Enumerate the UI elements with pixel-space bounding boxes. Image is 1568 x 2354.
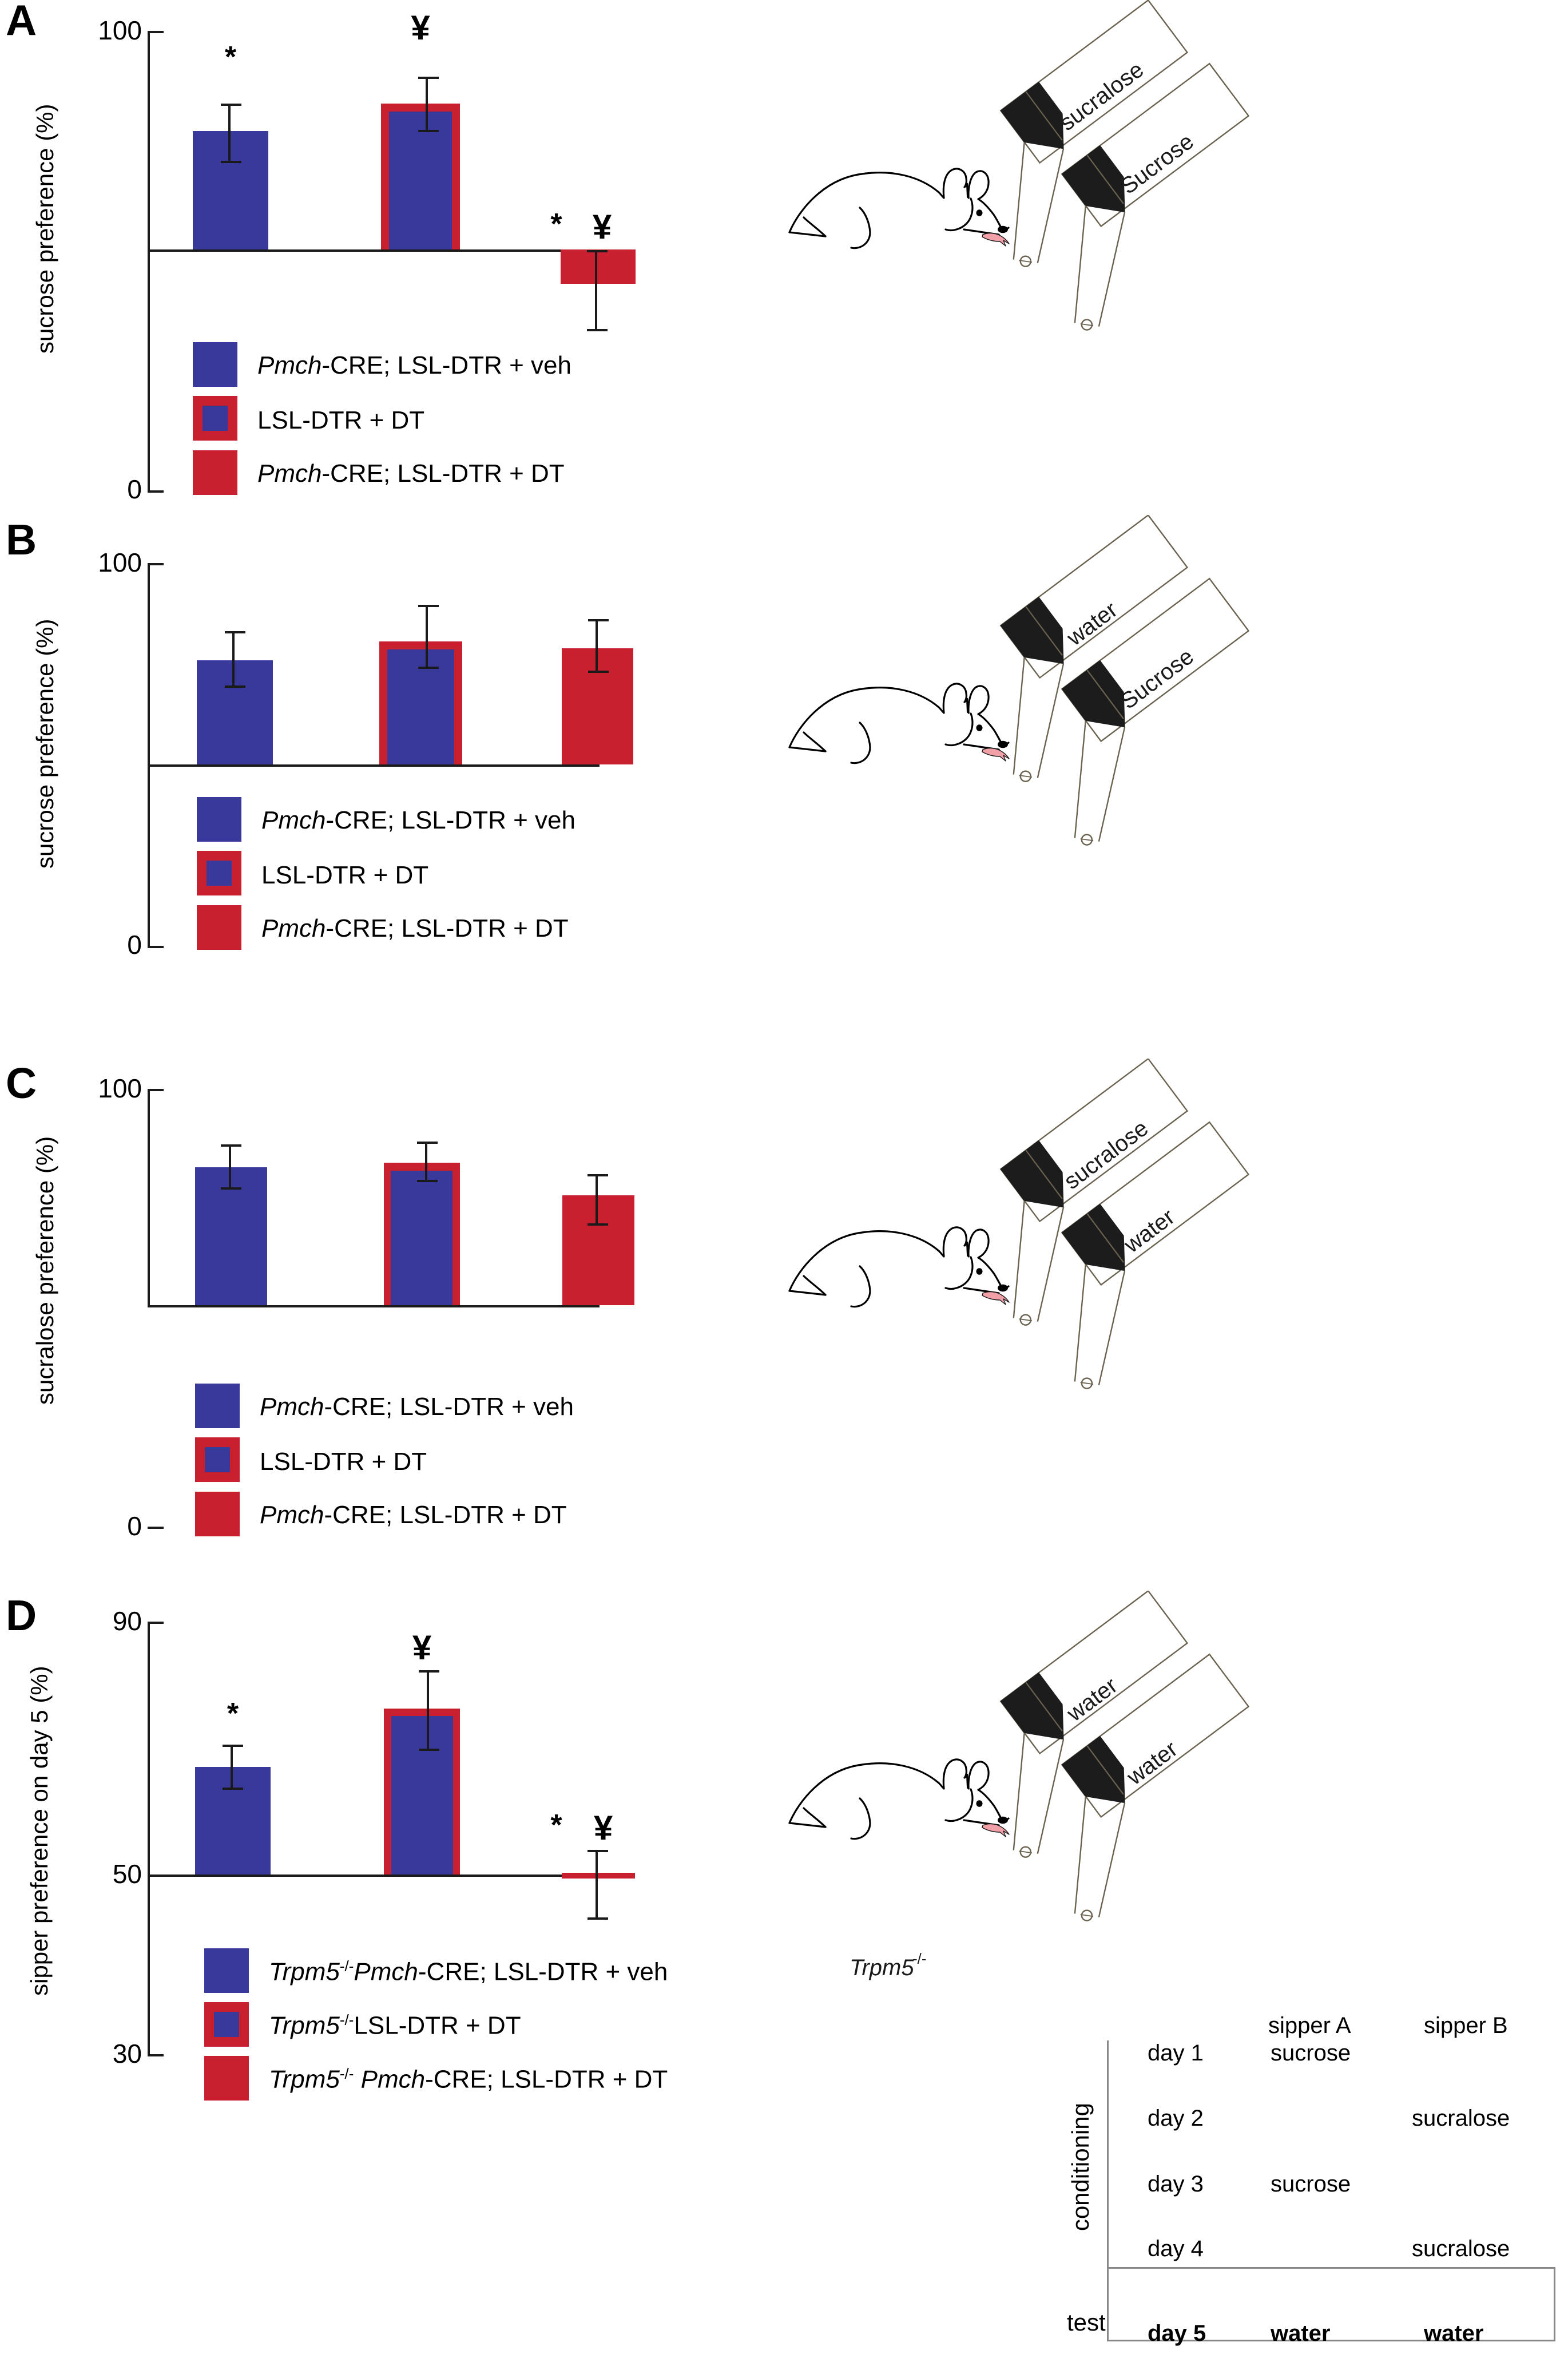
- svg-text:Trpm5: Trpm5: [850, 1955, 914, 1980]
- svg-text:-/-: -/-: [912, 1950, 927, 1967]
